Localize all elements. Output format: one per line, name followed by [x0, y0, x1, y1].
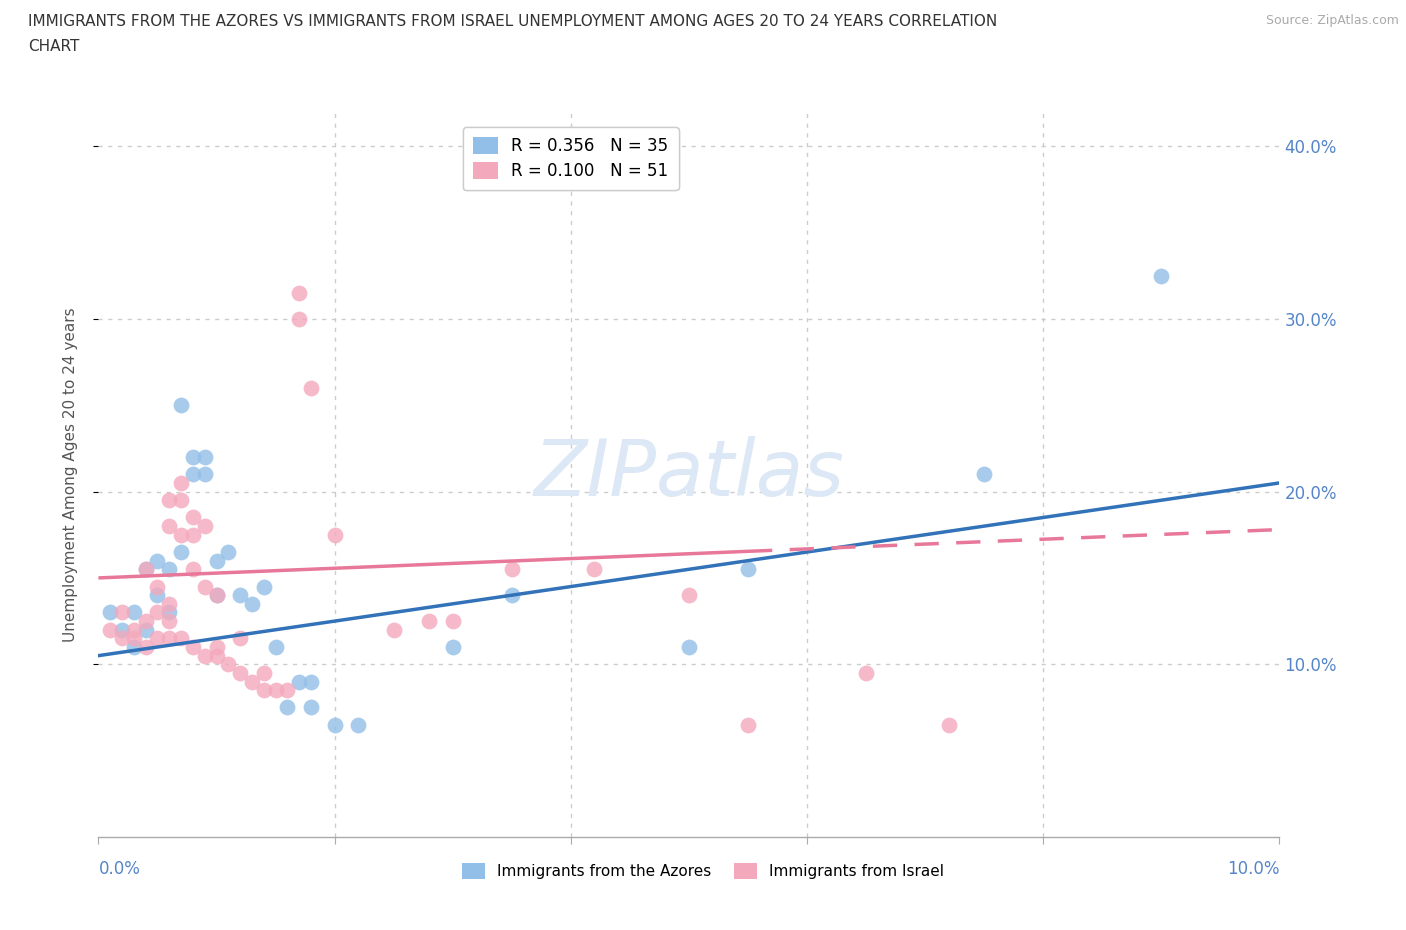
Point: [122, 622, 145, 637]
Point: [299, 700, 322, 715]
Point: [157, 562, 180, 577]
Point: [146, 553, 169, 568]
Point: [205, 588, 228, 603]
Point: [157, 631, 180, 645]
Point: [205, 588, 228, 603]
Point: [181, 562, 204, 577]
Point: [98, 622, 121, 637]
Point: [205, 648, 228, 663]
Text: Source: ZipAtlas.com: Source: ZipAtlas.com: [1265, 14, 1399, 27]
Point: [276, 700, 298, 715]
Point: [181, 449, 204, 464]
Point: [501, 588, 523, 603]
Point: [240, 674, 263, 689]
Legend: R = 0.356   N = 35, R = 0.100   N = 51: R = 0.356 N = 35, R = 0.100 N = 51: [463, 127, 679, 191]
Point: [135, 562, 157, 577]
Point: [170, 398, 193, 413]
Point: [205, 640, 228, 655]
Point: [229, 631, 252, 645]
Point: [135, 614, 157, 629]
Point: [276, 683, 298, 698]
Point: [111, 605, 134, 620]
Point: [217, 545, 239, 560]
Text: 10.0%: 10.0%: [1227, 860, 1279, 878]
Point: [194, 467, 217, 482]
Point: [583, 562, 606, 577]
Point: [855, 666, 877, 681]
Point: [288, 312, 311, 326]
Point: [938, 717, 960, 732]
Point: [170, 545, 193, 560]
Point: [181, 527, 204, 542]
Point: [181, 640, 204, 655]
Point: [441, 614, 464, 629]
Point: [205, 553, 228, 568]
Point: [157, 596, 180, 611]
Point: [122, 605, 145, 620]
Point: [973, 467, 995, 482]
Point: [501, 562, 523, 577]
Point: [98, 605, 121, 620]
Point: [135, 622, 157, 637]
Point: [299, 380, 322, 395]
Text: 0.0%: 0.0%: [98, 860, 141, 878]
Point: [323, 527, 346, 542]
Text: CHART: CHART: [28, 39, 80, 54]
Point: [181, 510, 204, 525]
Point: [347, 717, 370, 732]
Point: [264, 683, 287, 698]
Point: [217, 657, 239, 671]
Y-axis label: Unemployment Among Ages 20 to 24 years: Unemployment Among Ages 20 to 24 years: [63, 307, 77, 642]
Point: [135, 640, 157, 655]
Point: [135, 562, 157, 577]
Point: [678, 640, 700, 655]
Point: [1150, 268, 1173, 283]
Point: [194, 579, 217, 594]
Point: [111, 631, 134, 645]
Point: [299, 674, 322, 689]
Point: [146, 605, 169, 620]
Point: [382, 622, 405, 637]
Point: [678, 588, 700, 603]
Point: [157, 605, 180, 620]
Point: [122, 631, 145, 645]
Point: [323, 717, 346, 732]
Point: [229, 666, 252, 681]
Point: [157, 614, 180, 629]
Text: IMMIGRANTS FROM THE AZORES VS IMMIGRANTS FROM ISRAEL UNEMPLOYMENT AMONG AGES 20 : IMMIGRANTS FROM THE AZORES VS IMMIGRANTS…: [28, 14, 997, 29]
Point: [288, 674, 311, 689]
Point: [253, 579, 276, 594]
Point: [253, 666, 276, 681]
Point: [170, 631, 193, 645]
Point: [737, 562, 759, 577]
Point: [229, 588, 252, 603]
Point: [111, 622, 134, 637]
Point: [146, 579, 169, 594]
Point: [181, 467, 204, 482]
Point: [194, 648, 217, 663]
Point: [170, 475, 193, 490]
Point: [170, 527, 193, 542]
Point: [122, 640, 145, 655]
Point: [146, 631, 169, 645]
Point: [170, 493, 193, 508]
Point: [441, 640, 464, 655]
Point: [146, 588, 169, 603]
Point: [194, 449, 217, 464]
Point: [194, 519, 217, 534]
Point: [264, 640, 287, 655]
Point: [737, 717, 759, 732]
Legend: Immigrants from the Azores, Immigrants from Israel: Immigrants from the Azores, Immigrants f…: [456, 857, 950, 885]
Point: [418, 614, 440, 629]
Point: [253, 683, 276, 698]
Point: [157, 493, 180, 508]
Point: [157, 519, 180, 534]
Point: [288, 286, 311, 300]
Text: ZIPatlas: ZIPatlas: [533, 436, 845, 512]
Point: [240, 596, 263, 611]
